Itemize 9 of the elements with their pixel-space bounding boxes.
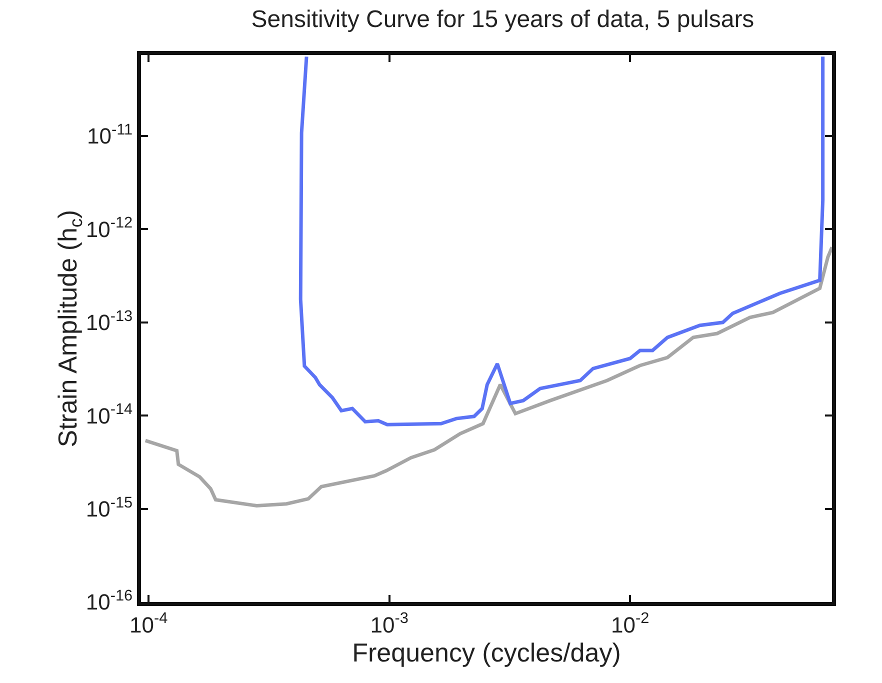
- y-tick-label: 10$^{-13}$: [86, 308, 133, 336]
- x-tick-label: 10$^{-2}$: [610, 610, 650, 638]
- x-axis-title: Frequency (cycles/day): [352, 637, 621, 668]
- y-tick-label: 10$^{-14}$: [86, 401, 134, 428]
- y-tick-label: 10$^{-12}$: [86, 214, 133, 242]
- y-tick-label: 10$^{-15}$: [86, 494, 133, 522]
- chart-title: Sensitivity Curve for 15 years of data, 5 pulsars: [251, 6, 754, 34]
- y-tick-label: 10$^{-11}$: [87, 121, 133, 149]
- x-tick-label: 10$^{-3}$: [370, 610, 408, 638]
